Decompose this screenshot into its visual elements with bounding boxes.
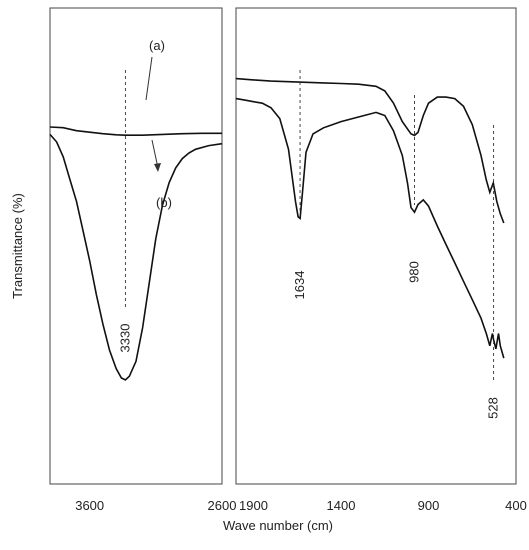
series-b-arrow-line xyxy=(151,139,159,169)
series-a-leader-line xyxy=(145,56,153,101)
left-series-line-a xyxy=(49,126,222,136)
left-x-tick-label: 3600 xyxy=(75,498,104,513)
left-x-tick-label: 2600 xyxy=(208,498,237,513)
peak-label-528: 528 xyxy=(486,397,501,419)
right-x-tick-label: 1400 xyxy=(327,498,356,513)
x-axis-label: Wave number (cm) xyxy=(223,518,333,533)
right-series-line-a xyxy=(235,77,505,224)
peak-label-3330: 3330 xyxy=(117,324,132,353)
left-panel-frame xyxy=(49,7,223,485)
series-label-b: (b) xyxy=(156,195,172,210)
right-panel-frame xyxy=(235,7,517,485)
right-x-tick-label: 400 xyxy=(505,498,527,513)
right-x-tick-label: 900 xyxy=(418,498,440,513)
peak-label-1634: 1634 xyxy=(292,271,307,300)
left-series-line-b xyxy=(49,133,223,381)
peak-label-980: 980 xyxy=(407,261,422,283)
left-panel-plot: 3600 2600 3330 (a) (b) xyxy=(49,38,237,513)
right-panel-plot: 1900 1400 900 400 1634 980 528 xyxy=(235,70,527,513)
y-axis-label: Transmittance (%) xyxy=(10,193,25,299)
series-b-arrow-head xyxy=(154,163,161,172)
right-x-tick-label: 1900 xyxy=(239,498,268,513)
series-label-a: (a) xyxy=(149,38,165,53)
right-series-line-b xyxy=(235,97,505,359)
